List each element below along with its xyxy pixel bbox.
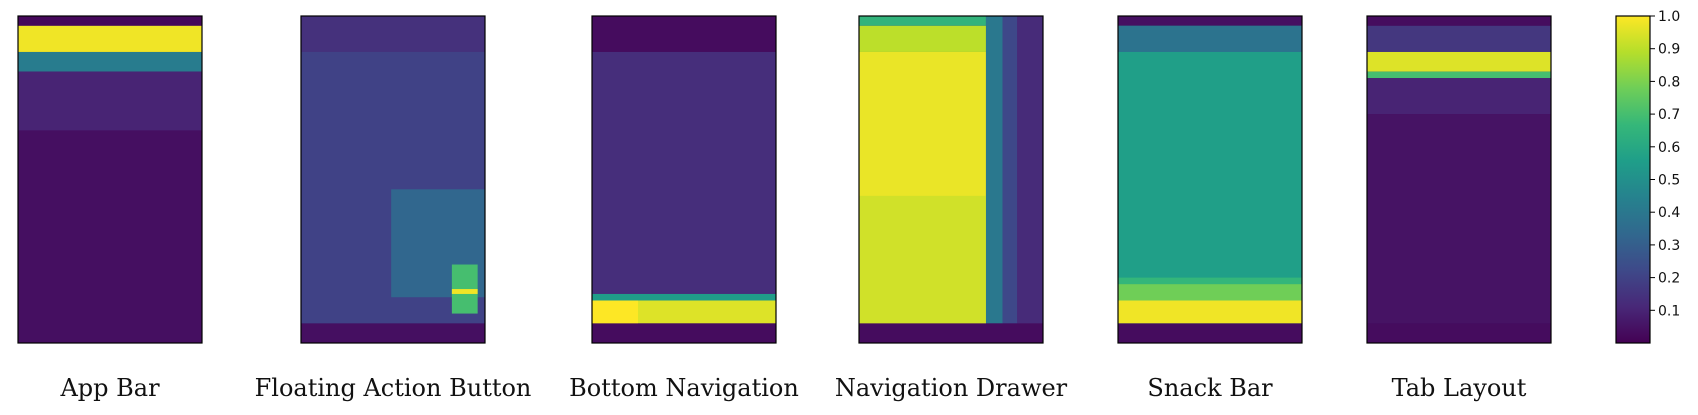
heatmap-cell [301,16,485,52]
panel-label: Navigation Drawer [835,374,1068,402]
panel-label: App Bar [59,374,160,402]
heatmap-cell [592,51,776,294]
heatmap-cell [859,16,986,26]
panel-frame [858,15,1044,344]
colorbar-tick-label: 0.4 [1658,205,1680,221]
colorbar-gradient [1616,16,1650,343]
heatmap-cell [1118,16,1302,26]
panel-frame [591,15,777,344]
heatmap-cell [301,323,485,343]
heatmap-cell [1367,16,1551,26]
heatmap-cell [985,16,1003,324]
heatmap-cell [451,264,478,314]
panel-label: Floating Action Button [255,374,532,402]
heatmap-panel-3: Bottom Navigation [569,15,799,402]
heatmap-cell [592,16,776,52]
heatmap-panel-2: Floating Action Button [255,15,532,402]
heatmap-cell [1118,51,1302,278]
colorbar-tick-label: 0.1 [1658,303,1680,319]
heatmap-cell [1367,78,1551,115]
heatmap-cell [859,25,986,52]
colorbar-tick-label: 0.5 [1658,173,1680,189]
heatmap-cell [1367,323,1551,343]
colorbar-tick-label: 0.3 [1658,238,1680,254]
heatmap-cell [1118,300,1302,324]
heatmap-cell [1118,323,1302,343]
heatmap-panel-4: Navigation Drawer [835,15,1068,402]
heatmap-cell [1002,16,1018,324]
heatmap-cell [18,51,202,72]
heatmap-cell [18,130,202,343]
heatmap-cell [1118,25,1302,52]
heatmap-cell [1367,71,1551,79]
panel-frame [1117,15,1303,344]
heatmap-cell [592,300,638,324]
heatmap-panel-5: Snack Bar [1117,15,1303,402]
heatmap-cell [592,293,776,301]
colorbar-tick-label: 0.9 [1658,42,1680,58]
heatmap-cell [592,323,776,343]
colorbar-tick-label: 0.7 [1658,107,1680,123]
heatmap-cell [1367,114,1551,324]
colorbar-tick-label: 0.6 [1658,140,1680,156]
colorbar-tick-label: 0.8 [1658,74,1680,90]
heatmap-cell [1118,284,1302,301]
panel-frame [300,15,486,344]
heatmap-panels: App Bar Floating Action Button Bottom Navi… [17,15,1552,402]
panel-frame [1366,15,1552,344]
colorbar-tick-label: 0.2 [1658,271,1680,287]
heatmap-cell [451,289,478,294]
colorbar: 0.1 0.2 0.3 0.4 0.5 0.6 0.7 0.8 0.9 1.0 [1615,9,1680,344]
heatmap-cell [859,195,986,324]
heatmap-panel-6: Tab Layout [1366,15,1552,402]
heatmap-cell [1367,25,1551,52]
panel-frame [17,15,203,344]
heatmap-cell [859,323,1043,343]
heatmap-cell [1367,51,1551,72]
heatmap-cell [18,16,202,26]
panel-label: Tab Layout [1392,374,1527,402]
panel-label: Snack Bar [1147,374,1273,402]
heatmap-cell [18,71,202,131]
panel-label: Bottom Navigation [569,374,799,402]
heatmap-cell [1017,16,1043,324]
heatmap-cell [1118,277,1302,285]
heatmap-cell [18,25,202,52]
heatmap-panel-1: App Bar [17,15,203,402]
colorbar-tick-label: 1.0 [1658,9,1680,25]
